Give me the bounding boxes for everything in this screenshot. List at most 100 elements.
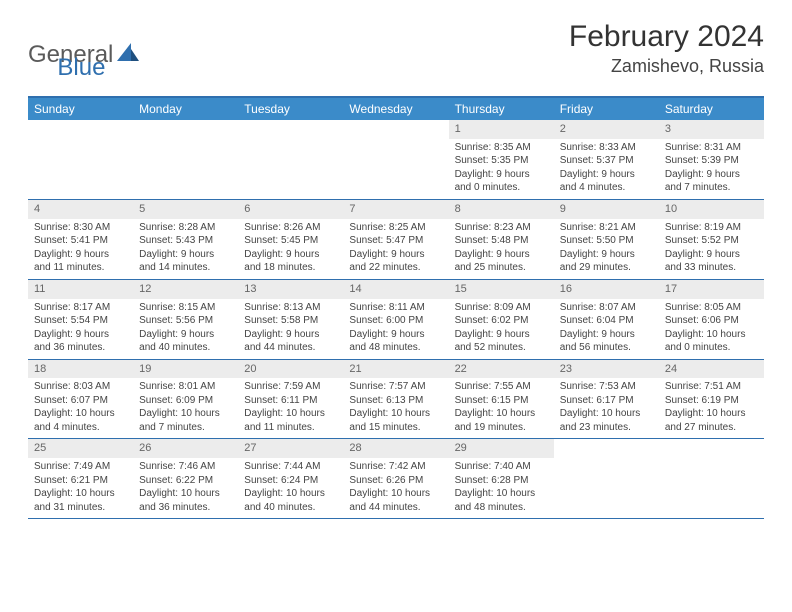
- day-number: [659, 439, 764, 458]
- day-body: Sunrise: 8:28 AMSunset: 5:43 PMDaylight:…: [133, 219, 238, 279]
- day-header-sunday: Sunday: [28, 98, 133, 120]
- daylight-text: Daylight: 10 hours and 19 minutes.: [455, 407, 548, 434]
- daylight-text: Daylight: 9 hours and 18 minutes.: [244, 248, 337, 275]
- day-cell: [28, 120, 133, 199]
- day-body: Sunrise: 8:17 AMSunset: 5:54 PMDaylight:…: [28, 299, 133, 359]
- day-number: 14: [343, 280, 448, 299]
- day-number: 11: [28, 280, 133, 299]
- sunrise-text: Sunrise: 8:11 AM: [349, 301, 442, 315]
- day-header-saturday: Saturday: [659, 98, 764, 120]
- day-cell: 12Sunrise: 8:15 AMSunset: 5:56 PMDayligh…: [133, 280, 238, 359]
- sunrise-text: Sunrise: 8:33 AM: [560, 141, 653, 155]
- sunset-text: Sunset: 6:06 PM: [665, 314, 758, 328]
- daylight-text: Daylight: 10 hours and 44 minutes.: [349, 487, 442, 514]
- day-body: Sunrise: 8:13 AMSunset: 5:58 PMDaylight:…: [238, 299, 343, 359]
- sunrise-text: Sunrise: 7:55 AM: [455, 380, 548, 394]
- day-cell: 2Sunrise: 8:33 AMSunset: 5:37 PMDaylight…: [554, 120, 659, 199]
- sunset-text: Sunset: 6:07 PM: [34, 394, 127, 408]
- daylight-text: Daylight: 9 hours and 22 minutes.: [349, 248, 442, 275]
- month-title: February 2024: [569, 20, 764, 54]
- day-cell: 20Sunrise: 7:59 AMSunset: 6:11 PMDayligh…: [238, 360, 343, 439]
- daylight-text: Daylight: 9 hours and 52 minutes.: [455, 328, 548, 355]
- day-cell: 29Sunrise: 7:40 AMSunset: 6:28 PMDayligh…: [449, 439, 554, 518]
- sunset-text: Sunset: 6:19 PM: [665, 394, 758, 408]
- sunset-text: Sunset: 5:50 PM: [560, 234, 653, 248]
- sunrise-text: Sunrise: 7:44 AM: [244, 460, 337, 474]
- day-cell: 4Sunrise: 8:30 AMSunset: 5:41 PMDaylight…: [28, 200, 133, 279]
- day-body: Sunrise: 7:40 AMSunset: 6:28 PMDaylight:…: [449, 458, 554, 518]
- daylight-text: Daylight: 10 hours and 4 minutes.: [34, 407, 127, 434]
- sunset-text: Sunset: 6:04 PM: [560, 314, 653, 328]
- daylight-text: Daylight: 10 hours and 48 minutes.: [455, 487, 548, 514]
- day-cell: 15Sunrise: 8:09 AMSunset: 6:02 PMDayligh…: [449, 280, 554, 359]
- sunrise-text: Sunrise: 7:53 AM: [560, 380, 653, 394]
- day-cell: 25Sunrise: 7:49 AMSunset: 6:21 PMDayligh…: [28, 439, 133, 518]
- sunset-text: Sunset: 6:26 PM: [349, 474, 442, 488]
- day-number: 27: [238, 439, 343, 458]
- day-cell: [238, 120, 343, 199]
- title-block: February 2024 Zamishevo, Russia: [569, 20, 764, 77]
- day-number: 16: [554, 280, 659, 299]
- sunset-text: Sunset: 6:15 PM: [455, 394, 548, 408]
- day-cell: 26Sunrise: 7:46 AMSunset: 6:22 PMDayligh…: [133, 439, 238, 518]
- day-body: Sunrise: 7:53 AMSunset: 6:17 PMDaylight:…: [554, 378, 659, 438]
- day-number: 26: [133, 439, 238, 458]
- sunset-text: Sunset: 6:13 PM: [349, 394, 442, 408]
- sunset-text: Sunset: 6:00 PM: [349, 314, 442, 328]
- sunrise-text: Sunrise: 7:51 AM: [665, 380, 758, 394]
- sunrise-text: Sunrise: 8:03 AM: [34, 380, 127, 394]
- sunset-text: Sunset: 5:52 PM: [665, 234, 758, 248]
- logo-triangle-icon: [117, 43, 139, 61]
- day-header-wednesday: Wednesday: [343, 98, 448, 120]
- day-body: Sunrise: 8:30 AMSunset: 5:41 PMDaylight:…: [28, 219, 133, 279]
- day-number: 5: [133, 200, 238, 219]
- sunrise-text: Sunrise: 7:46 AM: [139, 460, 232, 474]
- day-number: 7: [343, 200, 448, 219]
- day-cell: 9Sunrise: 8:21 AMSunset: 5:50 PMDaylight…: [554, 200, 659, 279]
- daylight-text: Daylight: 10 hours and 36 minutes.: [139, 487, 232, 514]
- daylight-text: Daylight: 9 hours and 40 minutes.: [139, 328, 232, 355]
- day-cell: 21Sunrise: 7:57 AMSunset: 6:13 PMDayligh…: [343, 360, 448, 439]
- day-number: 23: [554, 360, 659, 379]
- daylight-text: Daylight: 10 hours and 0 minutes.: [665, 328, 758, 355]
- calendar: Sunday Monday Tuesday Wednesday Thursday…: [28, 96, 764, 519]
- daylight-text: Daylight: 9 hours and 11 minutes.: [34, 248, 127, 275]
- sunset-text: Sunset: 6:21 PM: [34, 474, 127, 488]
- day-cell: 22Sunrise: 7:55 AMSunset: 6:15 PMDayligh…: [449, 360, 554, 439]
- sunrise-text: Sunrise: 8:07 AM: [560, 301, 653, 315]
- daylight-text: Daylight: 10 hours and 23 minutes.: [560, 407, 653, 434]
- logo: General Blue: [28, 28, 105, 82]
- logo-text-blue: Blue: [57, 54, 105, 82]
- day-cell: 19Sunrise: 8:01 AMSunset: 6:09 PMDayligh…: [133, 360, 238, 439]
- sunrise-text: Sunrise: 7:49 AM: [34, 460, 127, 474]
- day-number: 28: [343, 439, 448, 458]
- sunrise-text: Sunrise: 8:09 AM: [455, 301, 548, 315]
- sunset-text: Sunset: 5:54 PM: [34, 314, 127, 328]
- day-body: Sunrise: 7:57 AMSunset: 6:13 PMDaylight:…: [343, 378, 448, 438]
- sunrise-text: Sunrise: 8:15 AM: [139, 301, 232, 315]
- day-body: Sunrise: 7:51 AMSunset: 6:19 PMDaylight:…: [659, 378, 764, 438]
- day-cell: 3Sunrise: 8:31 AMSunset: 5:39 PMDaylight…: [659, 120, 764, 199]
- daylight-text: Daylight: 9 hours and 36 minutes.: [34, 328, 127, 355]
- sunrise-text: Sunrise: 7:40 AM: [455, 460, 548, 474]
- day-cell: 6Sunrise: 8:26 AMSunset: 5:45 PMDaylight…: [238, 200, 343, 279]
- day-body: Sunrise: 8:35 AMSunset: 5:35 PMDaylight:…: [449, 139, 554, 199]
- day-cell: 5Sunrise: 8:28 AMSunset: 5:43 PMDaylight…: [133, 200, 238, 279]
- week-row: 1Sunrise: 8:35 AMSunset: 5:35 PMDaylight…: [28, 120, 764, 200]
- sunset-text: Sunset: 5:58 PM: [244, 314, 337, 328]
- daylight-text: Daylight: 9 hours and 25 minutes.: [455, 248, 548, 275]
- sunset-text: Sunset: 5:45 PM: [244, 234, 337, 248]
- day-number: 1: [449, 120, 554, 139]
- sunrise-text: Sunrise: 8:21 AM: [560, 221, 653, 235]
- day-body: Sunrise: 8:05 AMSunset: 6:06 PMDaylight:…: [659, 299, 764, 359]
- sunset-text: Sunset: 6:28 PM: [455, 474, 548, 488]
- sunset-text: Sunset: 5:39 PM: [665, 154, 758, 168]
- day-cell: 8Sunrise: 8:23 AMSunset: 5:48 PMDaylight…: [449, 200, 554, 279]
- location: Zamishevo, Russia: [569, 56, 764, 77]
- day-body: Sunrise: 8:09 AMSunset: 6:02 PMDaylight:…: [449, 299, 554, 359]
- day-number: 8: [449, 200, 554, 219]
- day-body: Sunrise: 8:31 AMSunset: 5:39 PMDaylight:…: [659, 139, 764, 199]
- day-cell: 23Sunrise: 7:53 AMSunset: 6:17 PMDayligh…: [554, 360, 659, 439]
- sunrise-text: Sunrise: 8:31 AM: [665, 141, 758, 155]
- daylight-text: Daylight: 10 hours and 7 minutes.: [139, 407, 232, 434]
